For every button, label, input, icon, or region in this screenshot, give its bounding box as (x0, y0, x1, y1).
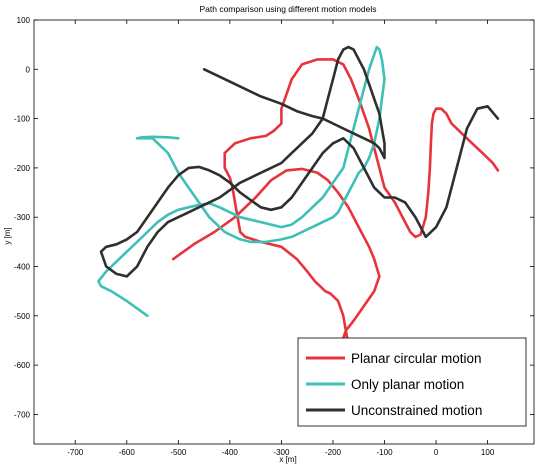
legend-label-only-planar: Only planar motion (351, 377, 464, 392)
legend-label-unconstrained: Unconstrained motion (351, 403, 482, 418)
x-tick-label: -300 (273, 448, 290, 457)
plot-frame (33, 19, 535, 445)
y-tick-label: -200 (14, 164, 31, 173)
x-tick-label: -100 (377, 448, 394, 457)
chart-title: Path comparison using different motion m… (199, 4, 376, 14)
series-line-2 (99, 45, 500, 278)
y-tick-label: -400 (14, 263, 31, 272)
x-tick-label: -700 (67, 448, 84, 457)
series-layer (97, 45, 500, 411)
y-tick-label: -700 (14, 410, 31, 419)
series-line-0 (171, 58, 500, 411)
x-tick-label: 100 (481, 448, 495, 457)
legend-label-planar-circular: Planar circular motion (351, 351, 482, 366)
y-axis-title: y [m] (3, 227, 12, 244)
x-tick-label: -600 (119, 448, 136, 457)
y-tick-label: -300 (14, 213, 31, 222)
x-tick-label: -500 (170, 448, 187, 457)
plot-area: -700 -600 -500 -400 -300 -200 -100 0 100 100 0 -100… (14, 16, 535, 457)
y-tick-label: 0 (26, 65, 31, 74)
x-tick-label: -200 (325, 448, 342, 457)
tick-layer: -700 -600 -500 -400 -300 -200 -100 0 100 100 0 -100… (14, 16, 534, 457)
y-tick-label: 100 (17, 16, 31, 25)
y-tick-label: -100 (14, 115, 31, 124)
legend: Planar circular motion Only planar motio… (297, 337, 527, 427)
x-axis-title: x [m] (279, 455, 296, 464)
y-tick-label: -600 (14, 361, 31, 370)
x-tick-label: -400 (222, 448, 239, 457)
y-tick-label: -500 (14, 312, 31, 321)
x-tick-label: 0 (434, 448, 439, 457)
series-line-1 (97, 45, 386, 318)
